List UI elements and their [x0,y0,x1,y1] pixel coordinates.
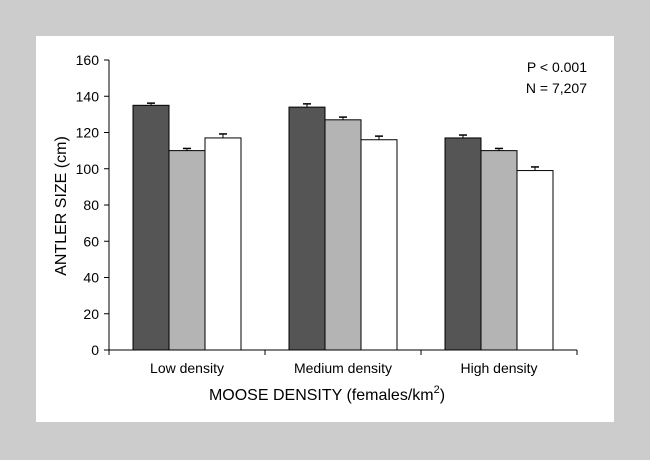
bar [204,137,242,351]
bar [288,106,326,351]
y-axis-ticks: 0 20 40 60 80 100 120 140 160 [76,52,109,358]
y-tick-label: 80 [83,197,99,213]
y-axis-title: ANTLER SIZE (cm) [53,136,70,276]
bar [516,170,554,351]
y-tick-label: 60 [83,233,99,249]
y-tick-label: 160 [76,52,100,68]
y-tick-label: 120 [76,125,100,141]
y-tick-label: 140 [76,88,100,104]
bar [360,139,398,351]
y-tick-label: 100 [76,161,100,177]
antler-size-bar-chart: 0 20 40 60 80 100 120 140 160 Low density Medium … [53,52,587,404]
bar [444,137,482,351]
bar [324,119,362,351]
x-category-label: High density [460,360,537,376]
y-tick-label: 20 [83,306,99,322]
chart-panel: 0 20 40 60 80 100 120 140 160 Low density Medium … [36,36,614,422]
x-axis-title: MOOSE DENSITY (females/km2) [209,384,445,404]
bar [168,150,206,351]
x-axis-title-suffix: ) [440,387,445,404]
sample-size-annotation: N = 7,207 [526,80,587,96]
x-axis-title-main: MOOSE DENSITY (females/km [209,387,434,404]
bar [132,104,170,351]
p-value-annotation: P < 0.001 [527,59,587,75]
y-tick-label: 0 [91,342,99,358]
bar [480,150,518,351]
x-axis-ticks: Low density Medium density High density [108,350,578,376]
x-category-label: Medium density [294,360,392,376]
x-axis-title-superscript: 2 [434,384,440,396]
y-tick-label: 40 [83,270,99,286]
x-category-label: Low density [150,360,224,376]
bar-group [132,102,554,351]
